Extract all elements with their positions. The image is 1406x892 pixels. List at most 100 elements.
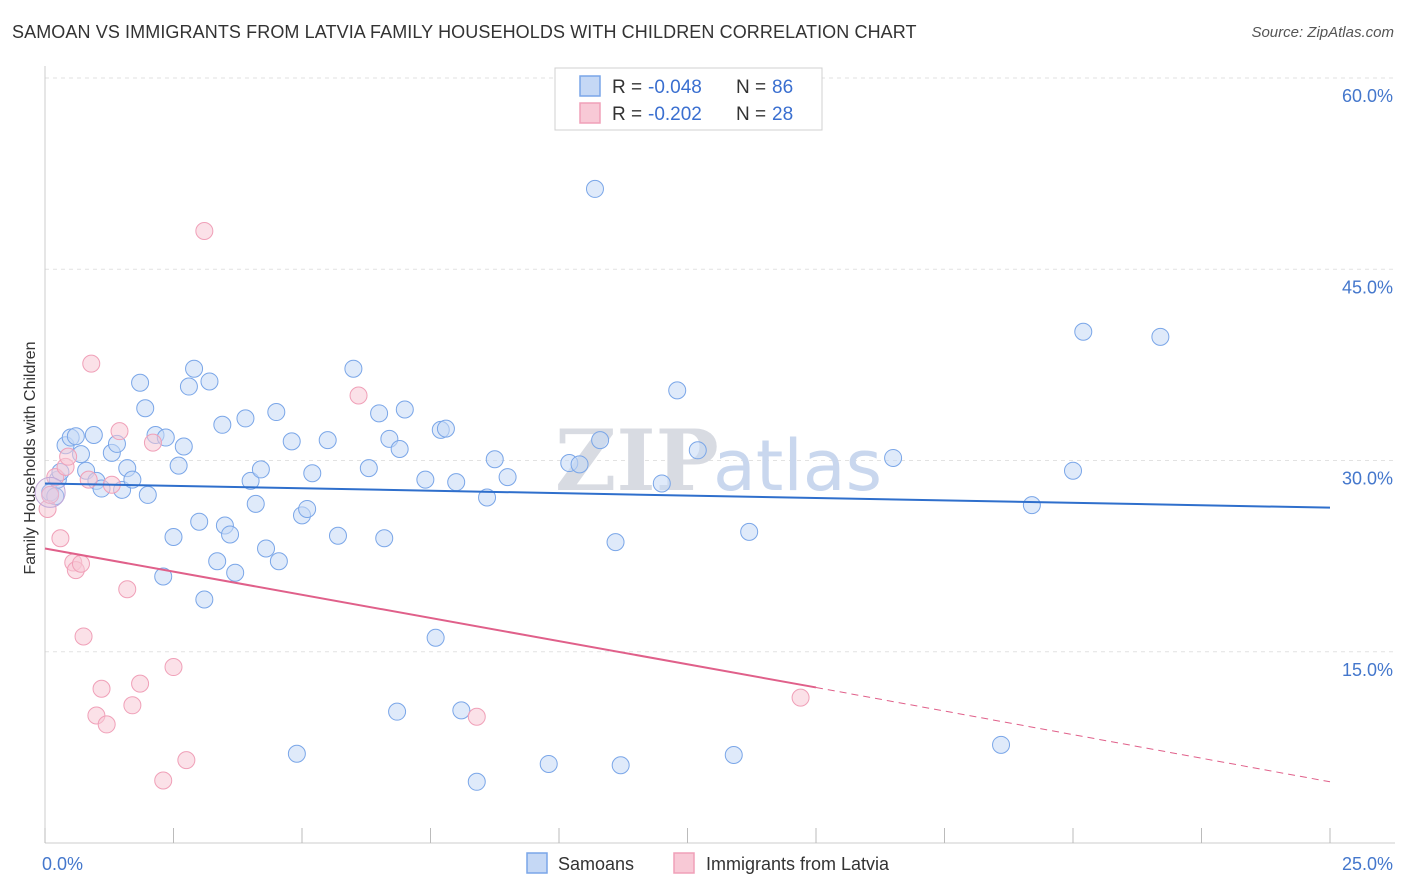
bottom-legend-latvia: Immigrants from Latvia [706,854,890,874]
point-0-73 [606,533,625,552]
point-0-35 [226,563,245,582]
legend-r-value-1: -0.048 [648,77,702,98]
y-tick-label-3: 15.0% [1342,660,1393,680]
bottom-legend: Samoans Immigrants from Latvia [526,852,890,874]
data-points [34,179,1170,791]
point-0-64 [467,772,486,791]
point-1-24 [195,222,214,240]
point-0-47 [303,464,322,483]
point-1-1 [41,485,60,504]
bottom-legend-samoans: Samoans [558,854,634,874]
y-tick-label-2: 30.0% [1342,469,1393,489]
point-0-17 [131,373,150,392]
legend: R = -0.048 N = 86 R = -0.202 N = 28 [554,67,823,131]
point-1-26 [467,707,486,726]
point-0-30 [200,372,219,391]
point-0-41 [267,403,286,422]
point-0-70 [570,455,589,474]
point-0-85 [1151,327,1170,346]
point-0-32 [213,415,232,434]
point-0-72 [591,431,610,450]
trend-line-0 [44,482,1331,509]
point-0-39 [251,460,270,479]
point-1-18 [123,696,142,715]
point-0-6 [66,427,85,446]
point-0-83 [1064,461,1082,480]
point-1-16 [110,422,129,441]
point-0-49 [328,526,347,545]
legend-n-value-2: 28 [772,104,793,125]
point-0-42 [269,552,288,571]
point-0-75 [652,474,671,493]
point-1-19 [131,674,150,693]
point-0-25 [174,437,193,456]
point-0-84 [1074,322,1093,341]
point-0-51 [359,459,378,478]
point-0-68 [539,754,558,773]
point-0-82 [1022,496,1041,515]
legend-r-label-1: R = [612,77,642,98]
point-0-62 [447,473,466,492]
series-0 [41,179,1170,791]
point-0-27 [185,359,204,378]
point-1-21 [154,771,173,790]
point-0-55 [388,702,407,721]
point-0-57 [395,400,414,419]
point-0-78 [724,746,743,765]
legend-r-value-2: -0.202 [648,104,702,125]
point-1-20 [143,433,162,452]
point-0-16 [123,470,142,489]
y-axis-label: Family Households with Children [22,342,39,575]
point-1-11 [82,354,101,373]
point-1-8 [71,554,90,573]
point-0-50 [344,359,363,378]
point-1-27 [791,688,810,707]
trend-lines [44,482,1331,783]
point-1-23 [177,751,196,770]
point-1-9 [74,627,93,646]
point-0-76 [668,381,687,400]
point-0-23 [164,528,183,546]
grid-lines [45,77,1395,653]
point-0-80 [884,448,903,467]
point-1-3 [51,529,70,548]
legend-swatch-samoans [579,75,601,97]
point-0-52 [370,404,389,423]
point-1-14 [97,715,116,734]
point-0-46 [298,499,317,518]
legend-n-label-2: N = [736,104,766,125]
point-1-22 [164,658,183,677]
legend-swatch-latvia [579,102,601,124]
tick-labels: 60.0% 45.0% 30.0% 15.0% 0.0% 25.0% [42,86,1393,874]
point-0-81 [992,735,1011,754]
legend-n-value-1: 86 [772,77,793,98]
point-0-79 [740,522,759,541]
point-0-21 [154,567,173,586]
point-0-44 [287,744,306,763]
point-cluster-origin [34,476,66,508]
point-0-74 [611,756,630,775]
point-0-66 [485,450,504,469]
x-tick-label-1: 25.0% [1342,854,1393,874]
series-1 [38,222,810,790]
legend-r-label-2: R = [612,104,642,125]
trend-line-1 [44,547,817,689]
point-1-10 [79,470,98,489]
point-0-9 [84,426,103,444]
point-0-38 [246,494,265,513]
legend-n-label-1: N = [736,77,766,98]
point-0-71 [585,179,604,198]
x-tick-label-0: 0.0% [42,854,83,874]
point-0-37 [241,471,260,490]
point-0-56 [390,440,409,459]
point-0-26 [179,377,198,396]
point-0-77 [688,441,707,460]
point-0-19 [138,485,157,504]
point-0-53 [375,529,394,548]
point-0-59 [426,628,445,647]
point-0-63 [452,701,471,720]
source-label: Source: ZipAtlas.com [1251,24,1394,41]
watermark-atlas: atlas [713,425,882,507]
point-1-5 [59,447,78,466]
